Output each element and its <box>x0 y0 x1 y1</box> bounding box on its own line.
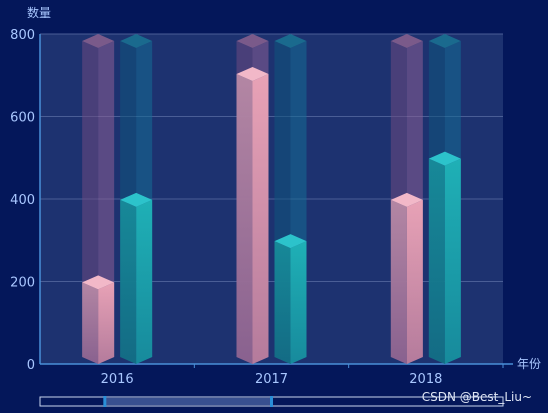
bar-right-face <box>252 74 269 364</box>
bar-top-cap <box>428 151 461 166</box>
y-tick-label: 800 <box>10 28 35 43</box>
bar-right-face <box>444 158 461 364</box>
bar-left-face <box>236 74 253 364</box>
datazoom-handle-left[interactable] <box>103 396 107 407</box>
bar-right-face <box>290 241 307 364</box>
bar-top-cap <box>236 67 269 81</box>
bar-right-face <box>98 282 115 364</box>
bar-top-cap <box>120 192 153 207</box>
background-bar-top-cap <box>82 34 115 48</box>
bar-top-cap <box>390 192 423 207</box>
bar-right-face <box>136 199 153 364</box>
bar-top-cap <box>274 234 307 249</box>
y-tick-label: 600 <box>10 111 35 126</box>
watermark: CSDN @Best_Liu~ <box>422 390 532 404</box>
y-tick-label: 400 <box>10 193 35 208</box>
datazoom-selection[interactable] <box>104 398 272 405</box>
y-tick-label: 0 <box>27 358 35 373</box>
bar-left-face <box>120 199 137 364</box>
background-bar-top-cap <box>428 34 461 48</box>
x-axis-label: 年份 <box>517 357 541 371</box>
background-bar-top-cap <box>120 34 153 48</box>
y-tick-label: 200 <box>10 276 35 291</box>
bar-left-face <box>82 282 99 364</box>
background-bar-top-cap <box>274 34 307 48</box>
background-bar-top-cap <box>390 34 423 48</box>
bar-right-face <box>406 199 423 364</box>
bar-left-face <box>428 158 445 364</box>
bar-left-face <box>274 241 291 364</box>
datazoom-handle-right[interactable] <box>270 396 273 407</box>
x-tick-label: 2016 <box>101 372 134 387</box>
y-axis-label: 数量 <box>27 5 51 20</box>
x-tick-label: 2018 <box>409 372 442 387</box>
bar-left-face <box>390 199 407 364</box>
bar-top-cap <box>82 275 115 290</box>
x-tick-label: 2017 <box>255 372 288 387</box>
background-bar-top-cap <box>236 34 269 48</box>
